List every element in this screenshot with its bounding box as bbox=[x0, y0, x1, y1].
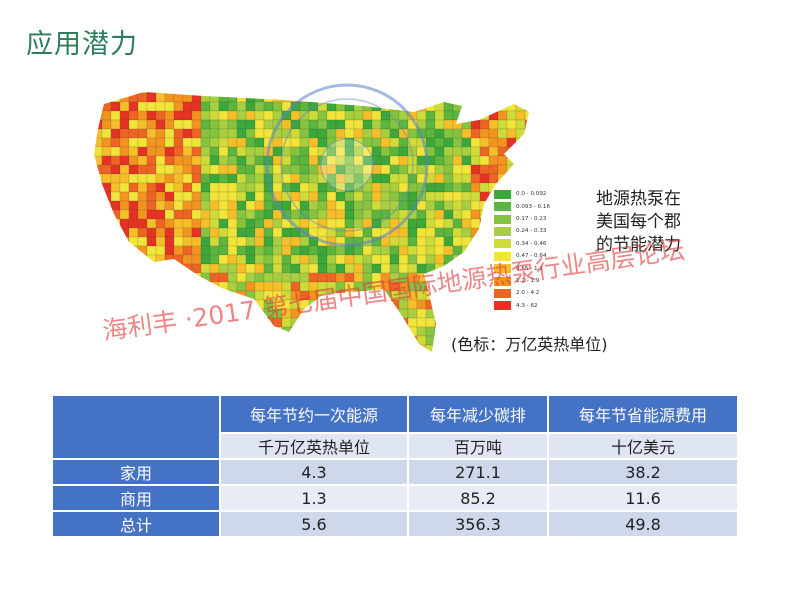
map-caption-line: 美国每个郡 bbox=[596, 212, 681, 232]
table-cell: 1.3 bbox=[221, 486, 407, 510]
legend-label: 0.65 - 1.1 bbox=[516, 265, 543, 272]
legend-item: 0.65 - 1.1 bbox=[494, 263, 554, 274]
legend-item: 2.0 - 4.2 bbox=[494, 288, 554, 299]
legend-label: 0.17 - 0.23 bbox=[516, 216, 547, 223]
column-header: 每年减少碳排 bbox=[409, 396, 547, 432]
us-county-choropleth-map bbox=[84, 84, 554, 374]
table-cell: 49.8 bbox=[549, 512, 737, 536]
map-caption-line: 地源热泵在 bbox=[596, 189, 681, 209]
legend-item: 0.17 - 0.23 bbox=[494, 214, 554, 225]
unit-cell: 十亿美元 bbox=[549, 434, 737, 458]
map-caption: 地源热泵在 美国每个郡 的节能潜力 bbox=[596, 188, 681, 257]
table-cell: 5.6 bbox=[221, 512, 407, 536]
unit-cell: 千万亿英热单位 bbox=[221, 434, 407, 458]
legend-item: 0.0 - 0.092 bbox=[494, 189, 554, 200]
legend-swatch bbox=[494, 276, 511, 286]
legend-swatch bbox=[494, 214, 511, 224]
legend-label: 0.0 - 0.092 bbox=[516, 191, 547, 198]
table-cell: 4.3 bbox=[221, 460, 407, 484]
savings-table: 每年节约一次能源 每年减少碳排 每年节省能源费用 千万亿英热单位 百万吨 十亿美… bbox=[51, 394, 739, 538]
legend-swatch bbox=[494, 202, 511, 212]
unit-cell: 百万吨 bbox=[409, 434, 547, 458]
legend-swatch bbox=[494, 301, 511, 311]
table-cell: 271.1 bbox=[409, 460, 547, 484]
legend-item: 1.2 - 1.9 bbox=[494, 276, 554, 287]
legend-swatch bbox=[494, 251, 511, 261]
row-label: 总计 bbox=[53, 512, 219, 536]
column-header: 每年节约一次能源 bbox=[221, 396, 407, 432]
color-scale-note: (色标：万亿英热单位) bbox=[451, 335, 608, 354]
legend-swatch bbox=[494, 264, 511, 274]
legend-swatch bbox=[494, 226, 511, 236]
legend-item: 4.3 - 62 bbox=[494, 301, 554, 312]
table-cell: 85.2 bbox=[409, 486, 547, 510]
seal-stamp bbox=[265, 83, 429, 247]
legend-item: 0.34 - 0.46 bbox=[494, 239, 554, 250]
legend-label: 0.24 - 0.33 bbox=[516, 228, 547, 235]
legend-swatch bbox=[494, 288, 511, 298]
legend-label: 1.2 - 1.9 bbox=[516, 278, 540, 285]
table-row: 商用 1.3 85.2 11.6 bbox=[53, 486, 737, 510]
legend-label: 0.34 - 0.46 bbox=[516, 240, 547, 247]
legend-label: 0.093 - 0.16 bbox=[516, 203, 551, 210]
legend-label: 4.3 - 62 bbox=[516, 302, 538, 309]
table-cell: 11.6 bbox=[549, 486, 737, 510]
row-label: 家用 bbox=[53, 460, 219, 484]
legend-item: 0.24 - 0.33 bbox=[494, 226, 554, 237]
map-legend: 0.0 - 0.092 0.093 - 0.16 0.17 - 0.23 0.24 -… bbox=[494, 189, 554, 313]
table-corner-cell bbox=[53, 396, 219, 458]
legend-item: 0.093 - 0.16 bbox=[494, 201, 554, 212]
legend-label: 2.0 - 4.2 bbox=[516, 290, 540, 297]
legend-swatch bbox=[494, 239, 511, 249]
legend-item: 0.47 - 0.64 bbox=[494, 251, 554, 262]
slide-title: 应用潜力 bbox=[26, 29, 138, 60]
table-cell: 38.2 bbox=[549, 460, 737, 484]
map-caption-line: 的节能潜力 bbox=[596, 235, 681, 255]
legend-label: 0.47 - 0.64 bbox=[516, 253, 547, 260]
column-header: 每年节省能源费用 bbox=[549, 396, 737, 432]
table-row: 总计 5.6 356.3 49.8 bbox=[53, 512, 737, 536]
table-row: 家用 4.3 271.1 38.2 bbox=[53, 460, 737, 484]
row-label: 商用 bbox=[53, 486, 219, 510]
legend-swatch bbox=[494, 189, 511, 199]
table-cell: 356.3 bbox=[409, 512, 547, 536]
